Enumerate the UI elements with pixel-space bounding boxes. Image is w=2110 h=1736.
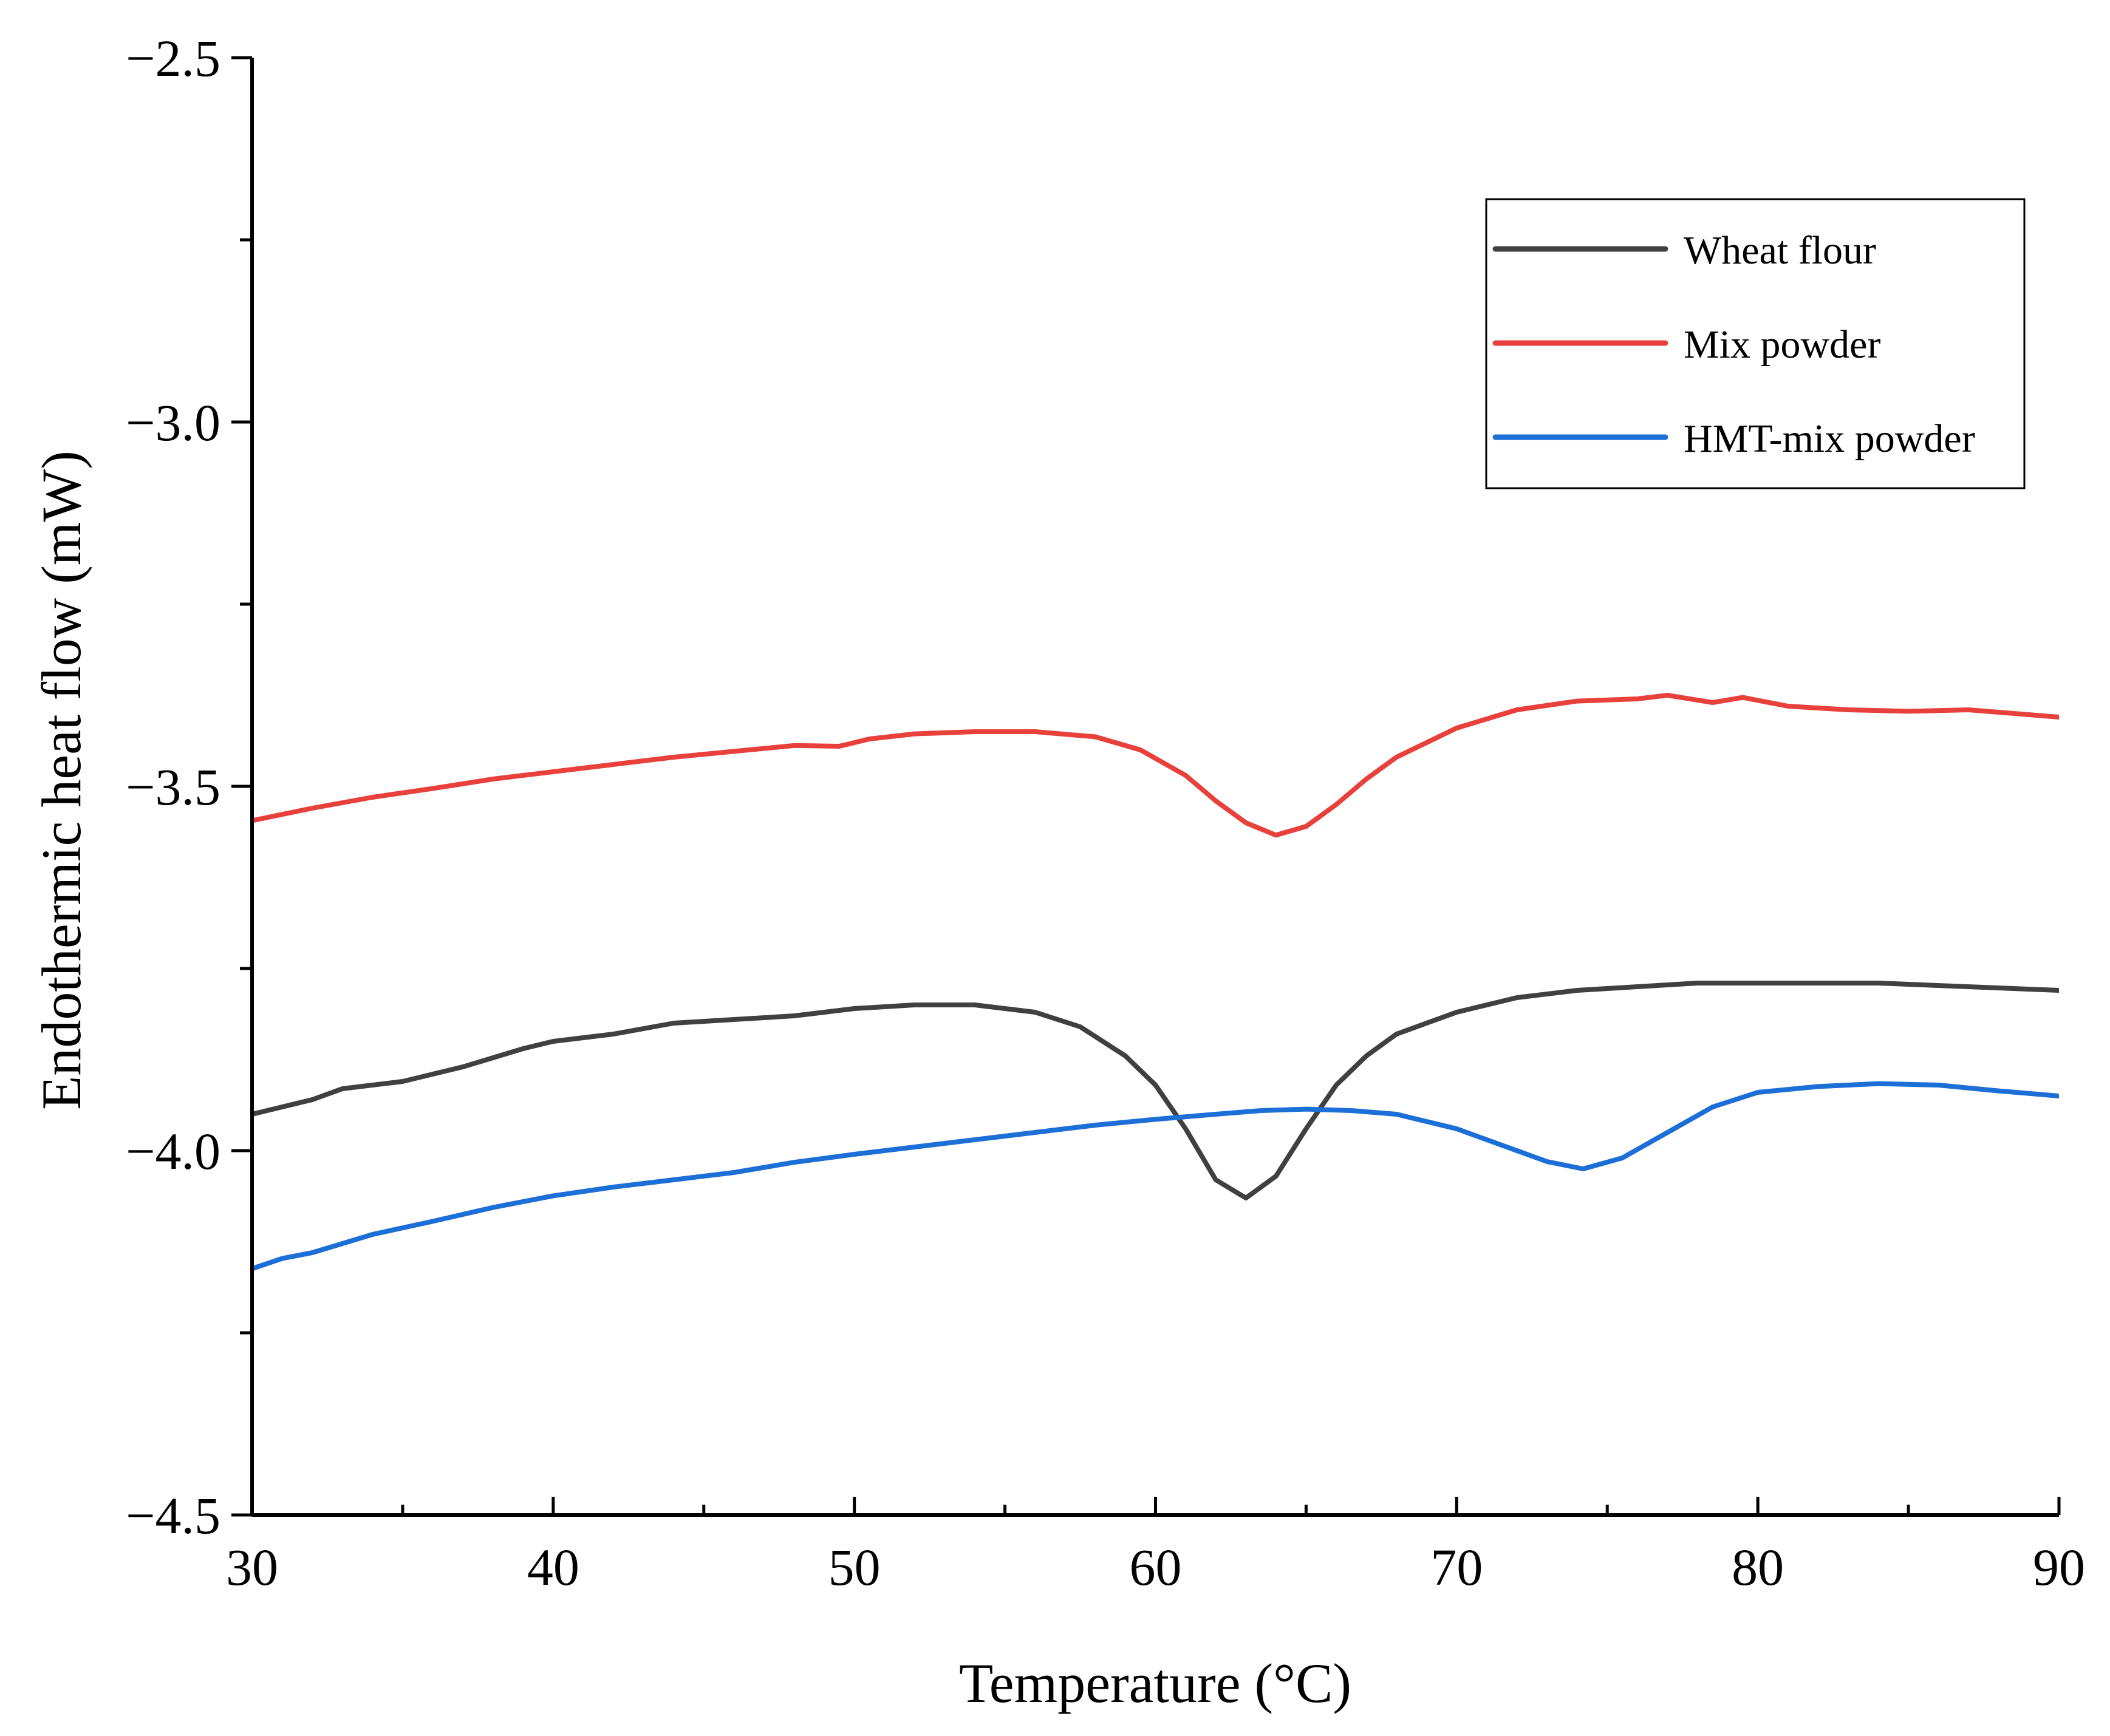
- y-tick-label: −4.5: [126, 1486, 220, 1545]
- x-axis-title: Temperature (°C): [959, 1652, 1351, 1714]
- x-tick-label: 80: [1732, 1538, 1784, 1596]
- x-tick-label: 50: [828, 1538, 881, 1596]
- y-axis-title: Endothermic heat flow (mW): [30, 451, 92, 1110]
- series-line-hmt-mix-powder: [252, 1081, 2059, 1271]
- legend-label-wheat-flour: Wheat flour: [1684, 228, 1876, 273]
- legend-label-hmt-mix-powder: HMT-mix powder: [1684, 417, 1975, 461]
- x-tick-label: 60: [1130, 1538, 1182, 1596]
- x-tick-label: 40: [527, 1538, 579, 1596]
- y-tick-label: −3.5: [126, 758, 220, 816]
- x-tick-label: 30: [226, 1538, 278, 1596]
- x-tick-label: 70: [1430, 1538, 1483, 1596]
- legend-label-mix-powder: Mix powder: [1684, 322, 1880, 367]
- series-line-mix-powder: [252, 693, 2059, 838]
- x-tick-label: 90: [2033, 1538, 2085, 1596]
- y-tick-label: −4.0: [126, 1122, 220, 1180]
- y-tick-label: −2.5: [126, 29, 220, 87]
- y-tick-label: −3.0: [126, 393, 220, 452]
- series-line-wheat-flour: [252, 981, 2059, 1200]
